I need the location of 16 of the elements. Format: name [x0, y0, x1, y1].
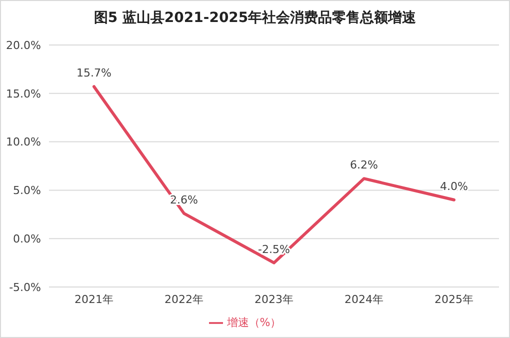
- x-tick-label: 2024年: [344, 292, 384, 306]
- data-label: 6.2%: [350, 158, 378, 172]
- y-tick-label: -5.0%: [9, 280, 41, 294]
- y-tick-label: 15.0%: [6, 87, 41, 100]
- x-tick-label: 2023年: [254, 292, 294, 306]
- y-tick-label: 5.0%: [13, 184, 41, 198]
- x-tick-label: 2022年: [164, 292, 204, 306]
- data-label: 4.0%: [440, 180, 468, 193]
- y-tick-label: 10.0%: [6, 136, 41, 149]
- y-tick-label: 20.0%: [6, 38, 41, 52]
- x-tick-label: 2021年: [74, 292, 114, 306]
- x-tick-label: 2025年: [434, 292, 474, 306]
- chart-title: 图5 蓝山县2021-2025年社会消费品零售总额增速: [92, 9, 418, 27]
- y-tick-label: 0.0%: [13, 232, 41, 246]
- legend-label: 增速（%）: [226, 316, 282, 329]
- data-label: 15.7%: [76, 66, 112, 80]
